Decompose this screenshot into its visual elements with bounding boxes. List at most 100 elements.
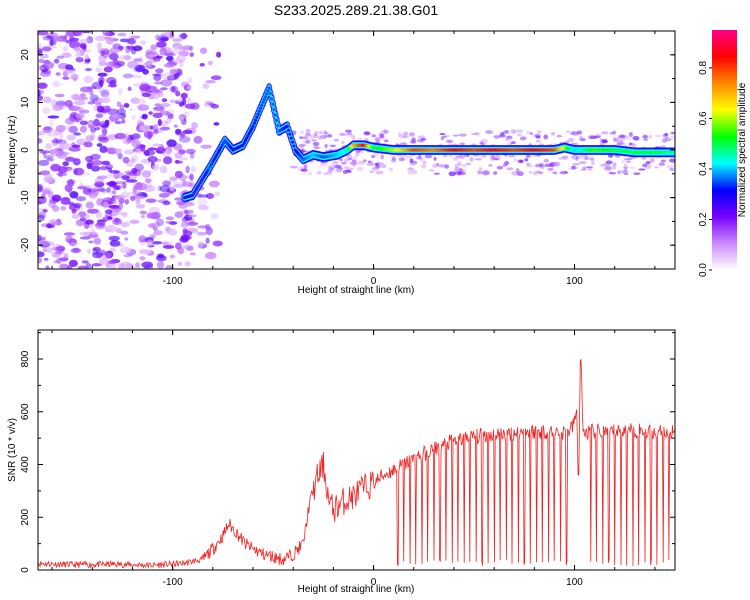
noise-blob	[47, 247, 53, 254]
noise-blob	[539, 143, 543, 146]
noise-blob	[122, 211, 128, 219]
noise-blob	[488, 164, 493, 167]
x-tick-label: -100	[163, 276, 183, 287]
noise-blob	[576, 130, 583, 135]
noise-blob	[439, 133, 446, 135]
noise-blob	[500, 132, 505, 136]
noise-blob	[515, 168, 520, 173]
noise-blob	[556, 135, 562, 138]
noise-blob	[38, 48, 43, 56]
noise-blob	[123, 254, 132, 258]
noise-blob	[101, 127, 108, 136]
noise-blob	[45, 143, 52, 150]
noise-blob	[213, 122, 220, 126]
noise-blob	[167, 75, 177, 81]
noise-blob	[151, 73, 163, 77]
noise-blob	[371, 134, 377, 138]
noise-blob	[454, 170, 462, 175]
noise-blob	[85, 155, 94, 163]
noise-blob	[410, 160, 418, 164]
noise-blob	[620, 169, 629, 174]
noise-blob	[97, 42, 102, 51]
noise-blob	[135, 64, 146, 72]
noise-blob	[42, 248, 48, 253]
noise-blob	[104, 119, 110, 127]
noise-blob	[86, 162, 93, 170]
noise-blob	[85, 49, 91, 54]
ridge-blob	[288, 132, 292, 136]
ridge-blob	[266, 89, 270, 93]
noise-blob	[75, 219, 85, 227]
noise-blob	[372, 166, 379, 171]
ridge-blob	[221, 141, 226, 145]
noise-blob	[49, 33, 59, 38]
noise-blob	[508, 154, 516, 158]
noise-blob	[300, 131, 304, 134]
noise-blob	[317, 135, 323, 140]
noise-blob	[70, 73, 79, 81]
noise-blob	[584, 157, 589, 161]
noise-blob	[109, 114, 120, 122]
noise-blob	[347, 131, 352, 135]
noise-blob	[98, 257, 110, 265]
noise-blob	[164, 63, 175, 68]
noise-blob	[628, 132, 634, 138]
noise-blob	[62, 69, 75, 74]
noise-blob	[618, 136, 626, 142]
noise-blob	[623, 163, 628, 167]
noise-blob	[104, 209, 113, 215]
noise-blob	[381, 164, 387, 169]
noise-blob	[381, 129, 389, 135]
noise-blob	[457, 161, 462, 166]
noise-blob	[141, 114, 148, 119]
noise-blob	[72, 31, 82, 37]
noise-blob	[79, 125, 87, 133]
noise-blob	[153, 230, 163, 236]
noise-blob	[648, 135, 652, 139]
noise-blob	[51, 194, 62, 202]
noise-blob	[528, 171, 533, 174]
noise-blob	[38, 185, 43, 193]
noise-blob	[162, 180, 172, 187]
noise-blob	[173, 183, 185, 188]
ridge-blob	[272, 107, 276, 112]
noise-blob	[73, 46, 81, 52]
noise-blob	[117, 112, 127, 119]
noise-blob	[155, 68, 164, 74]
y-tick-label: 20	[20, 49, 31, 61]
noise-blob	[71, 214, 80, 219]
noise-blob	[629, 132, 633, 136]
noise-blob	[145, 49, 157, 56]
noise-blob	[188, 214, 198, 218]
noise-blob	[129, 107, 134, 112]
noise-blob	[672, 161, 675, 165]
noise-blob	[391, 158, 396, 163]
noise-blob	[87, 101, 96, 105]
noise-blob	[38, 131, 46, 136]
noise-blob	[73, 132, 82, 136]
noise-blob	[624, 158, 633, 161]
ridge-blob	[243, 138, 248, 143]
noise-blob	[454, 164, 459, 169]
noise-blob	[139, 256, 146, 261]
y-tick-label: 10	[20, 96, 31, 108]
noise-blob	[100, 49, 105, 57]
noise-blob	[324, 131, 328, 135]
ridge-blob	[290, 140, 295, 144]
noise-blob	[477, 170, 483, 175]
noise-blob	[91, 263, 102, 267]
noise-blob	[202, 83, 210, 90]
noise-blob	[367, 160, 372, 163]
x-tick-label: -100	[163, 577, 183, 588]
noise-blob	[197, 198, 208, 207]
noise-blob	[116, 101, 122, 107]
noise-blob	[79, 213, 91, 220]
noise-blob	[65, 156, 75, 162]
noise-blob	[153, 129, 159, 135]
noise-blob	[76, 196, 86, 202]
noise-blob	[140, 144, 146, 152]
noise-blob	[420, 164, 427, 169]
noise-blob	[78, 109, 90, 114]
noise-blob	[165, 216, 175, 221]
noise-blob	[186, 85, 192, 90]
